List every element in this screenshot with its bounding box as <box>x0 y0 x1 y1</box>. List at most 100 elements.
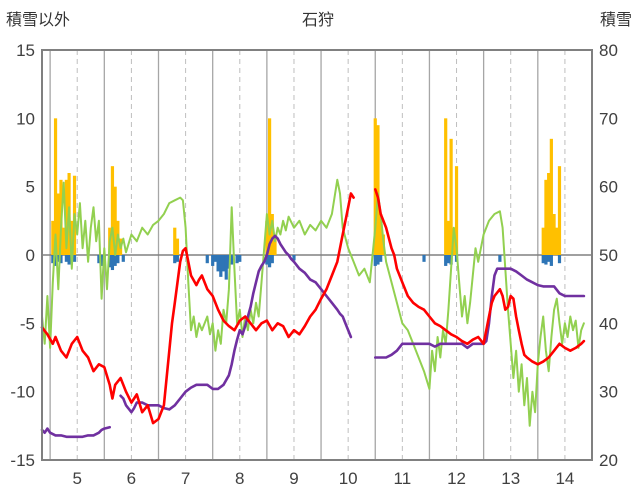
negative-bars-bar <box>444 255 448 266</box>
snowfall-bars-bar <box>51 220 55 255</box>
snowfall-bars-bar <box>555 227 559 255</box>
x-tick-label: 12 <box>447 469 466 488</box>
left-tick-label: 0 <box>26 246 35 265</box>
negative-bars-bar <box>113 255 117 266</box>
left-tick-label: -10 <box>10 383 35 402</box>
x-tick-label: 14 <box>555 469 574 488</box>
negative-bars-bar <box>205 255 209 264</box>
negative-bars-bar <box>541 255 545 264</box>
negative-bars-bar <box>292 255 296 261</box>
right-tick-label: 50 <box>599 246 618 265</box>
negative-bars-bar <box>67 255 71 265</box>
negative-bars-bar <box>175 255 180 262</box>
left-tick-label: -5 <box>20 314 35 333</box>
snowfall-bars-bar <box>544 179 548 255</box>
snowfall-bars-bar <box>376 125 380 256</box>
negative-bars-bar <box>422 255 426 262</box>
right-axis-title: 積雪 <box>599 6 632 30</box>
negative-bars-bar <box>211 255 215 266</box>
negative-bars-bar <box>64 255 68 262</box>
snowfall-bars-bar <box>552 214 556 255</box>
negative-bars-bar <box>110 255 115 271</box>
negative-bars-bar <box>108 255 112 268</box>
negative-bars-bar <box>376 255 380 265</box>
x-tick-label: 6 <box>127 469 136 488</box>
x-tick-label: 7 <box>181 469 190 488</box>
negative-bars-bar <box>265 255 269 265</box>
snowfall-bars-bar <box>379 214 383 255</box>
negative-bars-bar <box>56 255 60 262</box>
negative-bars-bar <box>116 255 120 264</box>
red-temperature-line <box>40 188 586 425</box>
negative-bars-bar <box>547 255 551 262</box>
x-tick-label: 5 <box>72 469 81 488</box>
snowfall-bars-bar <box>56 193 60 255</box>
right-tick-label: 40 <box>599 314 618 333</box>
negative-bars-bar <box>213 255 217 262</box>
snowfall-bars-bar <box>64 179 68 255</box>
negative-bars-bar <box>498 255 502 262</box>
left-tick-label: -15 <box>10 451 35 470</box>
snowfall-bars-bar <box>547 173 551 255</box>
snowfall-bars-bar <box>541 227 545 255</box>
negative-bars-bar <box>544 255 548 265</box>
snowfall-bars-bar <box>267 118 272 255</box>
negative-bars-bar <box>267 255 272 268</box>
snowfall-bars-bar <box>265 220 269 255</box>
negative-bars-bar <box>59 255 63 264</box>
negative-bars-bar <box>97 255 101 264</box>
x-tick-label: 13 <box>501 469 520 488</box>
left-tick-label: 10 <box>16 109 35 128</box>
plot-border <box>41 49 593 461</box>
x-tick-label: 10 <box>339 469 358 488</box>
negative-bars-bar <box>173 255 177 264</box>
negative-bars-bar <box>270 255 274 264</box>
right-tick-label: 30 <box>599 383 618 402</box>
snowfall-bars-bar <box>557 166 562 255</box>
negative-bars-bar <box>216 255 220 272</box>
left-axis-title: 積雪以外 <box>6 12 71 29</box>
negative-bars-bar <box>373 255 377 266</box>
snowfall-bars-bar <box>454 166 459 255</box>
snowfall-bars-bar <box>175 238 180 255</box>
negative-bars-bar <box>557 255 562 264</box>
snowfall-bars-bar <box>373 118 377 255</box>
snowfall-bars-bar <box>270 214 274 255</box>
snowfall-bars-bar <box>70 220 74 255</box>
left-tick-label: 5 <box>26 178 35 197</box>
left-tick-label: 15 <box>16 41 35 60</box>
x-tick-label: 11 <box>394 469 412 488</box>
negative-bars-bar <box>53 255 58 266</box>
green-temperature-line <box>41 178 585 427</box>
negative-bars-bar <box>446 255 451 264</box>
negative-bars-bar <box>230 255 234 265</box>
negative-bars-bar <box>51 255 55 264</box>
right-tick-label: 20 <box>599 451 618 470</box>
negative-bars-bar <box>72 255 77 262</box>
purple-snowdepth-line <box>40 234 586 439</box>
right-tick-label: 70 <box>599 109 618 128</box>
negative-bars-bar <box>219 255 223 277</box>
snowfall-bars-bar <box>549 138 553 255</box>
snowfall-bars-bar <box>110 166 115 255</box>
snowfall-bars-bar <box>444 118 448 255</box>
right-tick-label: 60 <box>599 178 618 197</box>
chart-title: 石狩 <box>301 12 334 29</box>
negative-bars-bar <box>379 255 383 262</box>
snowfall-bars-bar <box>62 227 66 255</box>
x-tick-label: 9 <box>289 469 298 488</box>
negative-bars-bar <box>221 255 226 272</box>
snowfall-bars-bar <box>449 138 453 255</box>
snowfall-bars-bar <box>446 220 451 255</box>
negative-bars-bar <box>549 255 553 266</box>
x-tick-label: 8 <box>235 469 244 488</box>
negative-bars-bar <box>100 255 104 266</box>
negative-bars-bar <box>235 255 239 264</box>
snowfall-bars-bar <box>273 238 277 255</box>
negative-bars-bar <box>224 255 228 280</box>
right-tick-label: 80 <box>599 41 618 60</box>
chart-header: 積雪以外 石狩 積雪 <box>0 6 636 34</box>
snowfall-bars-bar <box>53 118 58 255</box>
